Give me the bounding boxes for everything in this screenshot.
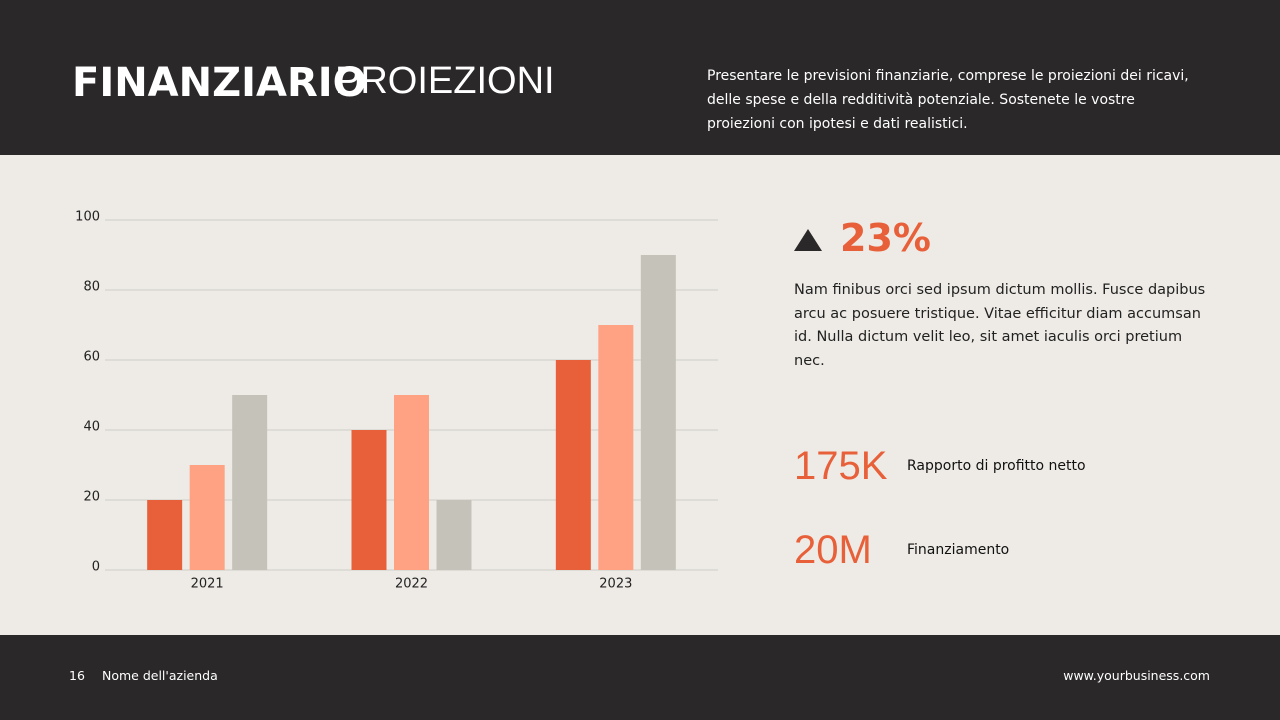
title-bold: FINANZIARIO [72, 60, 367, 106]
bar [232, 395, 268, 570]
y-tick-label: 100 [75, 210, 100, 225]
y-tick-label: 40 [83, 420, 100, 435]
stat-label: Finanziamento [907, 542, 1010, 558]
company-name: Nome dell'azienda [102, 668, 218, 683]
website: www.yourbusiness.com [1063, 668, 1210, 683]
stat-label: Rapporto di profitto netto [907, 458, 1086, 474]
stats-paragraph: Nam finibus orci sed ipsum dictum mollis… [794, 282, 1206, 369]
stat-value: 175K [794, 444, 888, 488]
bar [394, 395, 429, 570]
x-tick-label: 2023 [599, 577, 632, 592]
bar [640, 255, 676, 570]
bar [189, 465, 225, 570]
highlight-value: 23% [840, 216, 931, 260]
header-band [0, 0, 1280, 155]
y-tick-label: 0 [92, 560, 100, 575]
y-tick-label: 80 [83, 280, 100, 295]
up-triangle [794, 229, 822, 251]
bar [598, 325, 634, 570]
page-number: 16 [69, 668, 85, 683]
x-tick-label: 2022 [395, 577, 428, 592]
y-tick-label: 20 [83, 490, 100, 505]
title-light: PROIEZIONI [335, 60, 555, 102]
stat-value: 20M [794, 528, 872, 572]
chart: 0 20 40 60 80 100 2021 2022 2023 [75, 210, 718, 592]
x-tick-label: 2021 [191, 577, 224, 592]
bar [351, 430, 387, 570]
y-tick-label: 60 [83, 350, 100, 365]
bar [555, 360, 591, 570]
footer-band [0, 635, 1280, 720]
description: Presentare le previsioni finanziarie, co… [707, 68, 1189, 132]
bar [147, 500, 183, 570]
bar [436, 500, 472, 570]
